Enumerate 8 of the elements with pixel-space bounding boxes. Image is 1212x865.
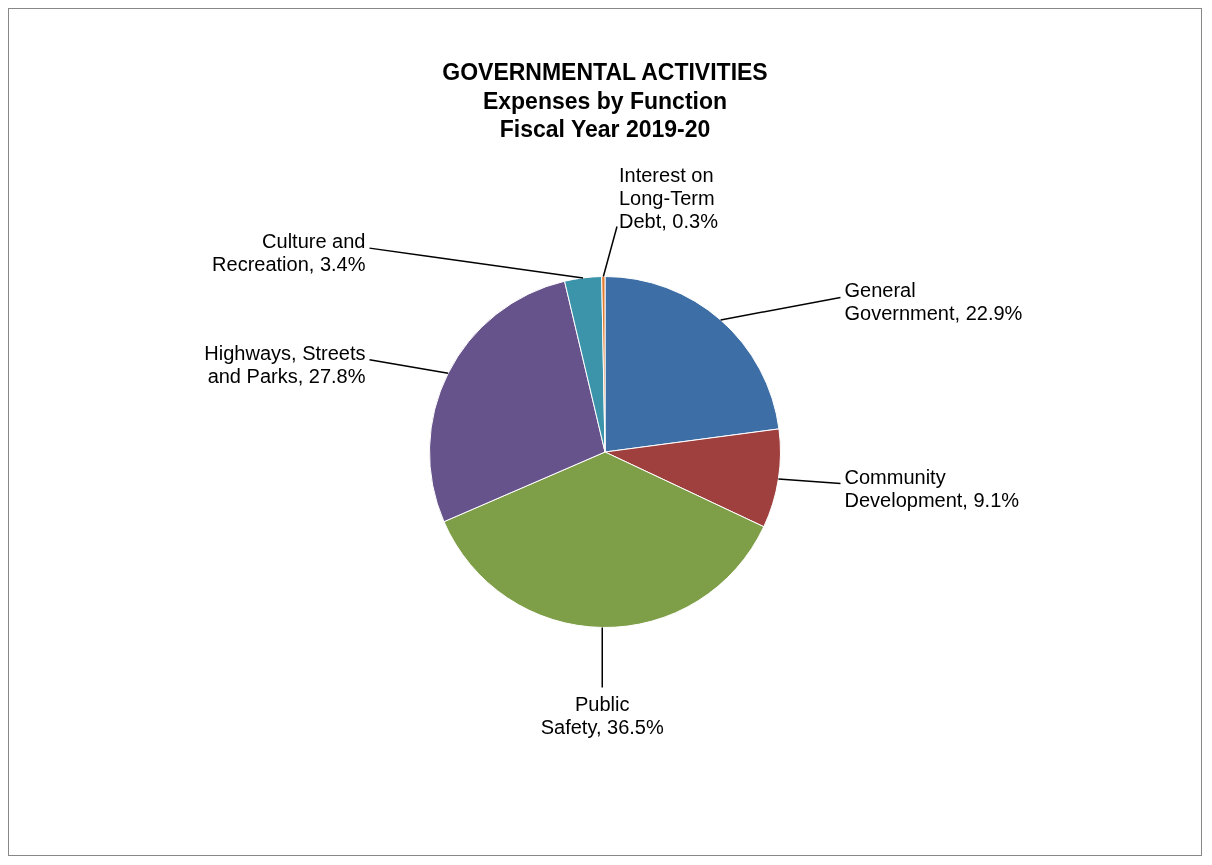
chart-title: GOVERNMENTAL ACTIVITIES <box>441 59 769 86</box>
slice-label: Community Development, 9.1% <box>844 465 1020 511</box>
slice-label: Public Safety, 36.5% <box>540 693 664 739</box>
slice-label: Highways, Streets and Parks, 27.8% <box>204 341 366 387</box>
slice-label: Interest on Long-Term Debt, 0.3% <box>619 164 719 233</box>
slice-label: General Government, 22.9% <box>844 279 1023 325</box>
chart-subtitle: Expenses by Function Fiscal Year 2019-20 <box>481 87 729 143</box>
slice-label: Culture and Recreation, 3.4% <box>212 230 366 276</box>
